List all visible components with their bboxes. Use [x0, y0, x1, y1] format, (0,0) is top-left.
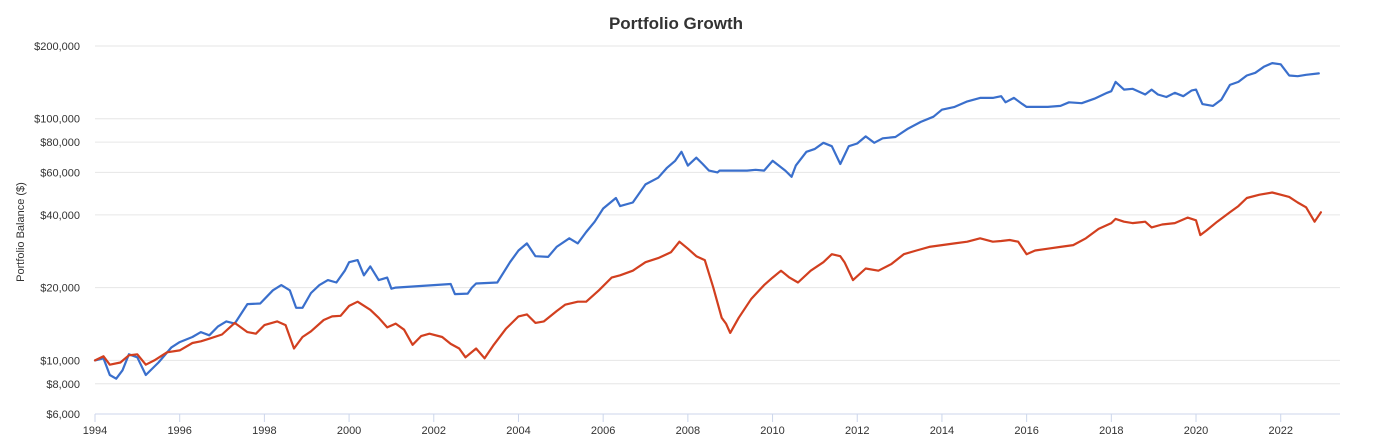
y-tick-label: $8,000	[46, 379, 80, 391]
x-tick-label: 2022	[1268, 425, 1292, 437]
x-tick-label: 2014	[930, 425, 954, 437]
y-tick-label: $60,000	[40, 167, 80, 179]
y-tick-label: $20,000	[40, 283, 80, 295]
x-tick-label: 2016	[1014, 425, 1038, 437]
y-tick-label: $100,000	[34, 114, 80, 126]
x-tick-label: 2010	[760, 425, 784, 437]
series-layer	[93, 62, 1322, 380]
y-axis-title: Portfolio Balance ($)	[15, 182, 27, 282]
x-tick-label: 2012	[845, 425, 869, 437]
y-tick-label: $200,000	[34, 41, 80, 53]
x-tick-label: 2006	[591, 425, 615, 437]
chart-title: Portfolio Growth	[609, 14, 743, 33]
y-tick-label: $80,000	[40, 137, 80, 149]
x-tick-label: 1996	[167, 425, 191, 437]
x-tick-label: 2000	[337, 425, 361, 437]
x-tick-label: 2018	[1099, 425, 1123, 437]
x-tick-label: 2002	[422, 425, 446, 437]
x-tick-label: 2008	[676, 425, 700, 437]
x-tick-label: 2020	[1184, 425, 1208, 437]
y-tick-label: $10,000	[40, 355, 80, 367]
series-1-line[interactable]	[93, 62, 1320, 380]
axis-layer: $6,000 $8,000 $10,000 $20,000 $40,000 $60,000…	[34, 41, 1340, 437]
y-tick-label: $6,000	[46, 409, 80, 421]
x-tick-label: 1994	[83, 425, 107, 437]
y-tick-label: $40,000	[40, 210, 80, 222]
grid-layer	[95, 45, 1340, 415]
x-tick-label: 1998	[252, 425, 276, 437]
x-tick-label: 2004	[506, 425, 530, 437]
series-2-line[interactable]	[93, 191, 1322, 366]
